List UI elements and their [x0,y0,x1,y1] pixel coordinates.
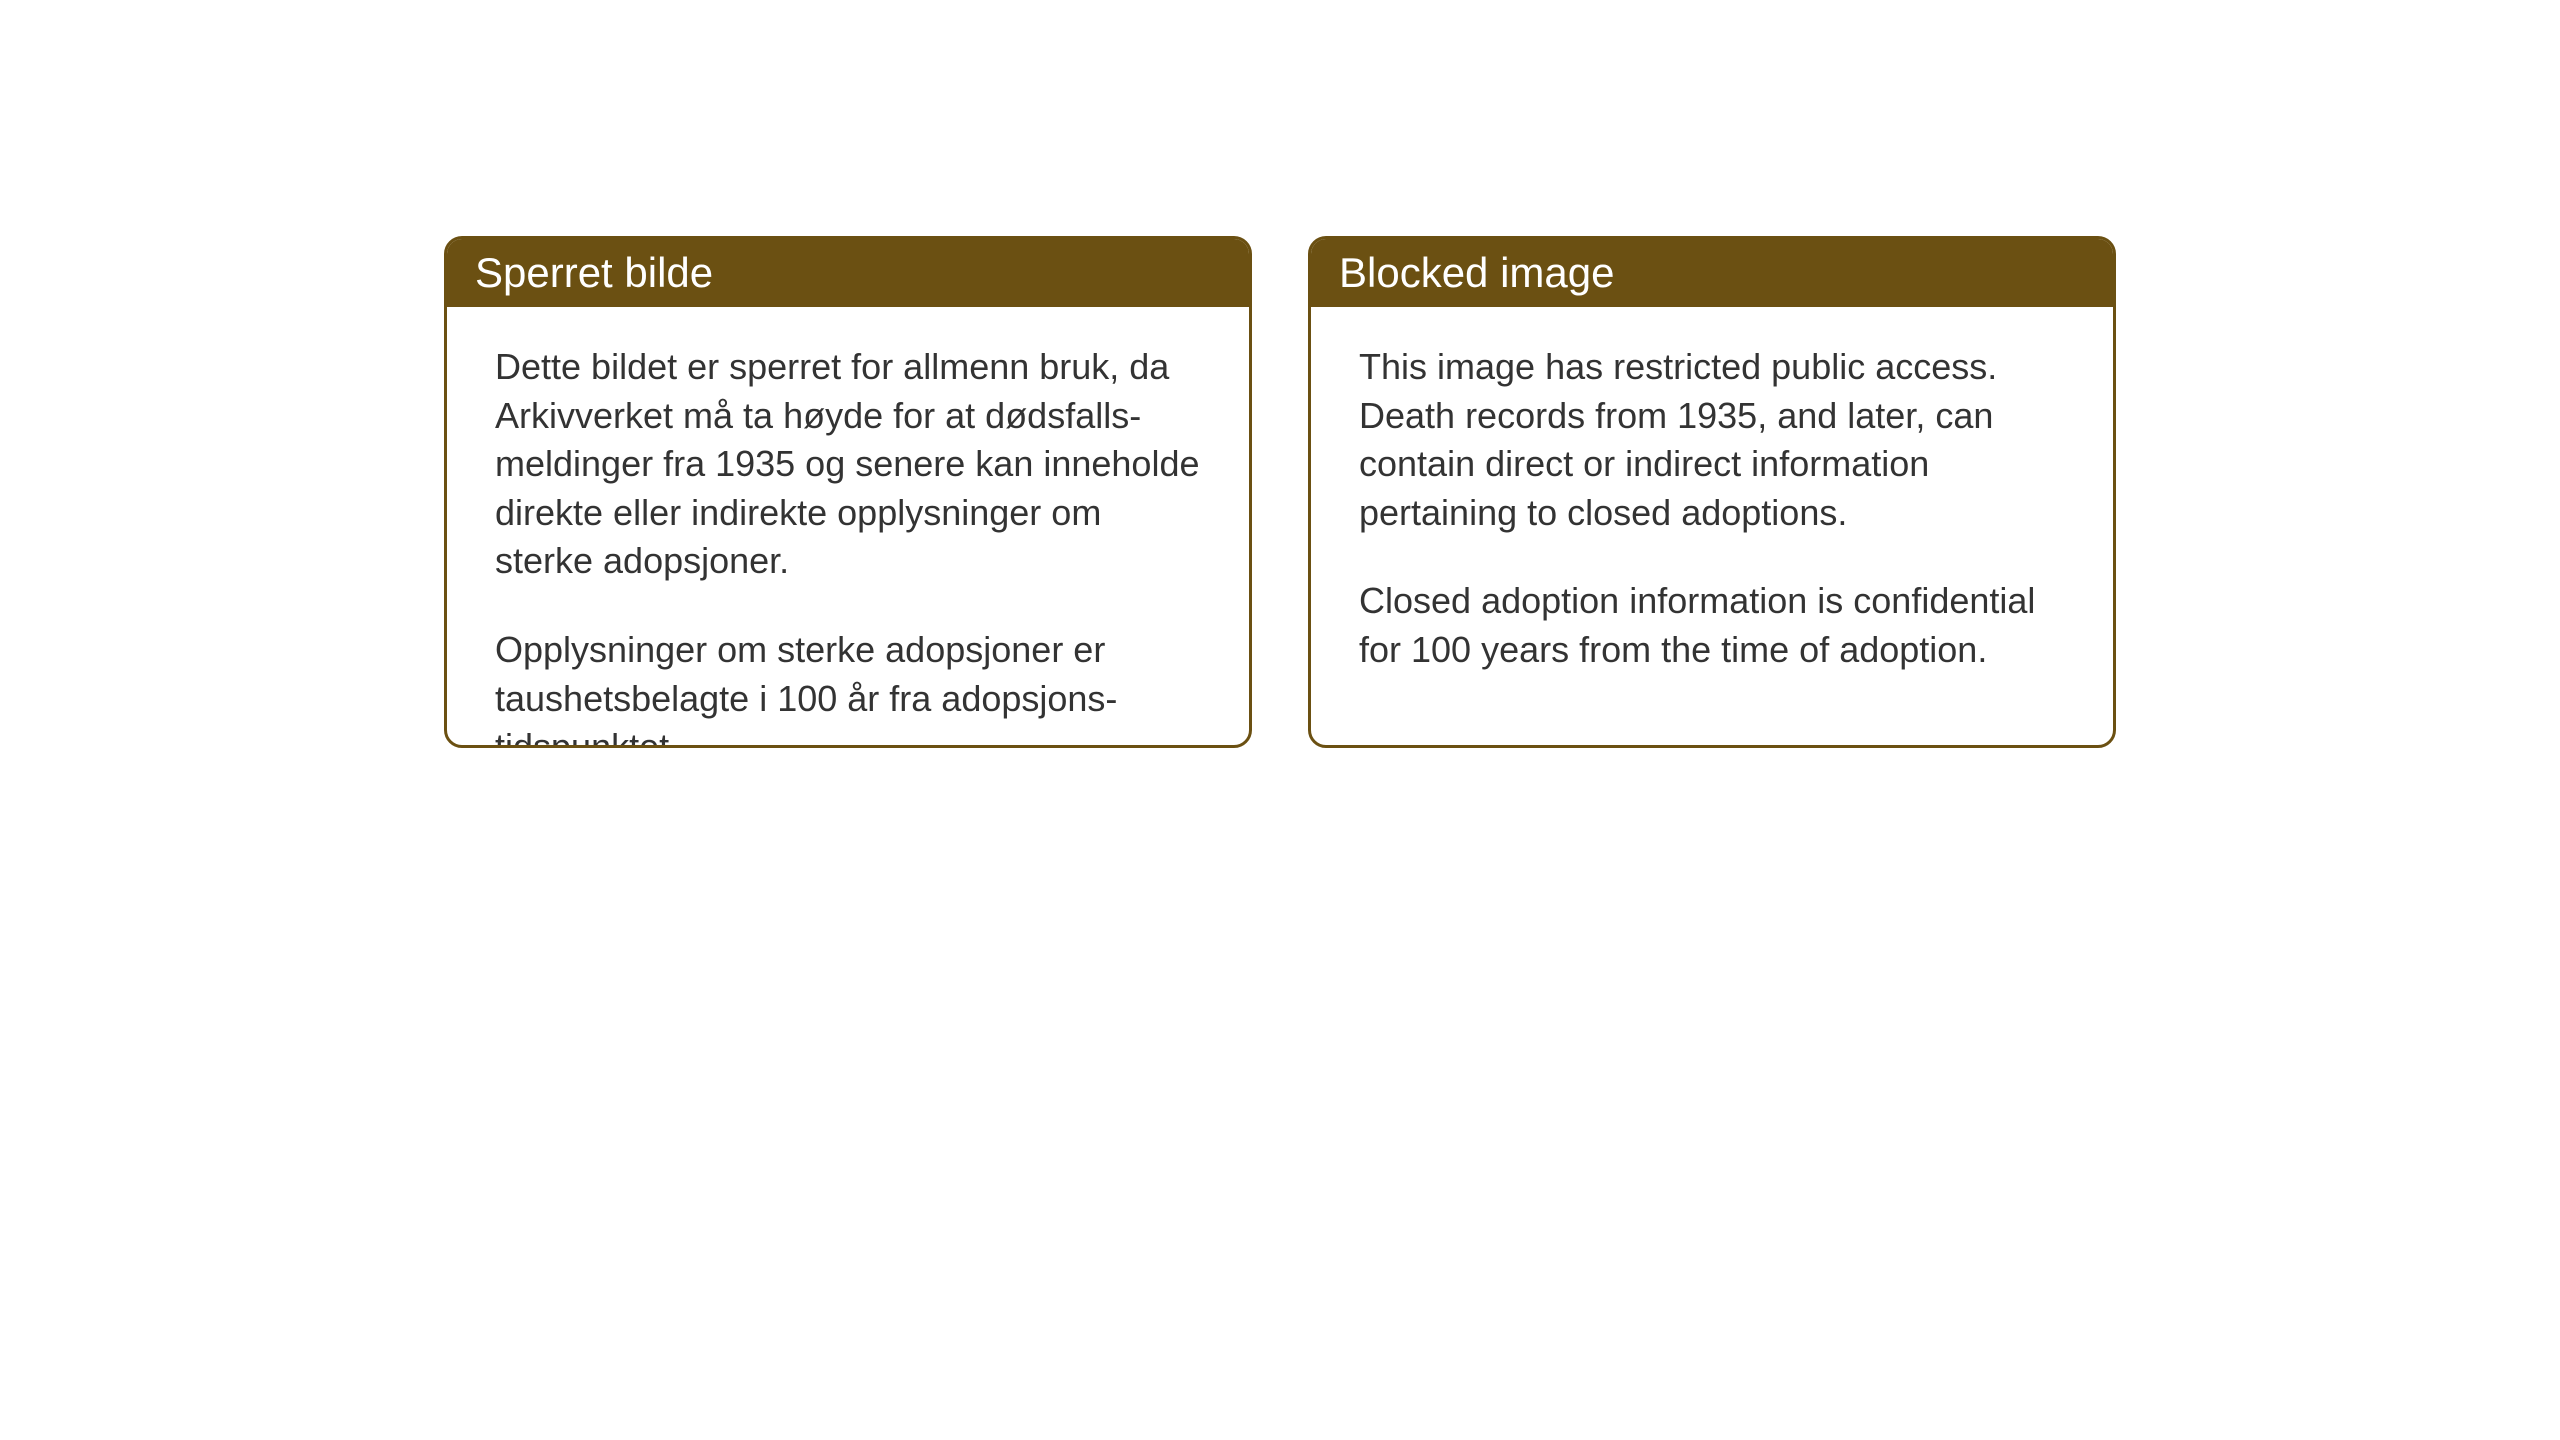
card-paragraph-1-norwegian: Dette bildet er sperret for allmenn bruk… [495,343,1201,586]
cards-container: Sperret bilde Dette bildet er sperret fo… [444,236,2116,748]
card-body-english: This image has restricted public access.… [1311,307,2113,711]
card-paragraph-1-english: This image has restricted public access.… [1359,343,2065,537]
card-title-norwegian: Sperret bilde [475,249,713,296]
card-header-english: Blocked image [1311,239,2113,307]
card-title-english: Blocked image [1339,249,1614,296]
card-body-norwegian: Dette bildet er sperret for allmenn bruk… [447,307,1249,748]
card-paragraph-2-norwegian: Opplysninger om sterke adopsjoner er tau… [495,626,1201,748]
card-english: Blocked image This image has restricted … [1308,236,2116,748]
card-header-norwegian: Sperret bilde [447,239,1249,307]
card-norwegian: Sperret bilde Dette bildet er sperret fo… [444,236,1252,748]
card-paragraph-2-english: Closed adoption information is confident… [1359,577,2065,674]
